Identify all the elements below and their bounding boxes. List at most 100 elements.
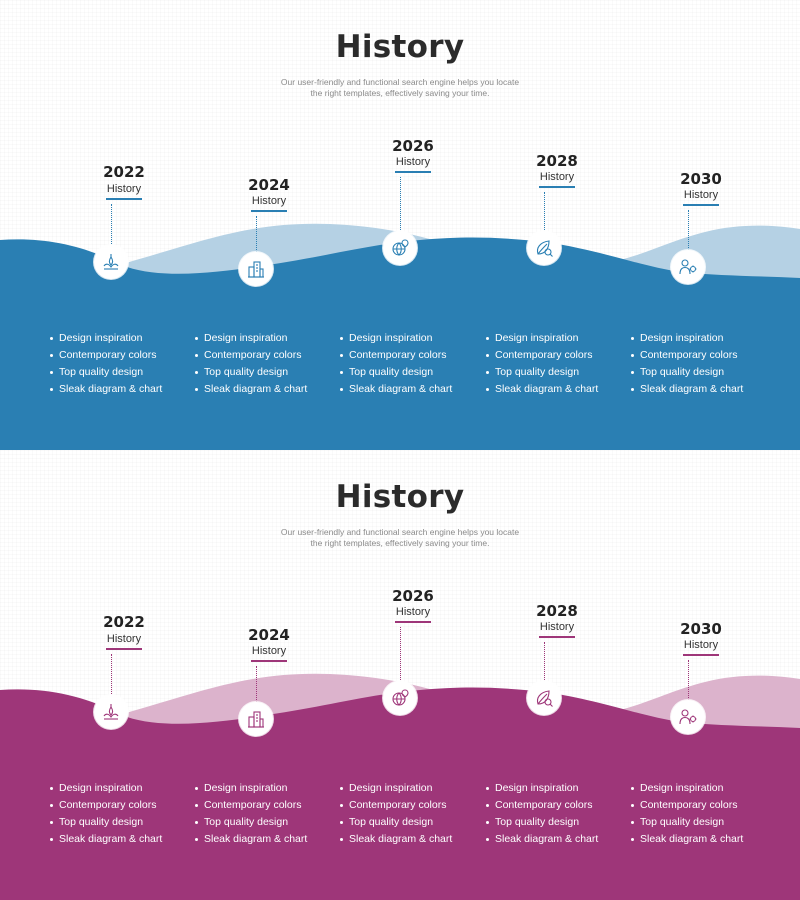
milestone-bullets: Design inspiration Contemporary colors T… xyxy=(50,330,180,398)
milestone-marker xyxy=(239,702,273,736)
milestone-bullets: Design inspiration Contemporary colors T… xyxy=(340,780,470,848)
milestone-year: 2030 xyxy=(680,170,722,188)
milestone-label: History xyxy=(106,633,142,645)
list-item: Top quality design xyxy=(195,364,325,381)
list-item: Contemporary colors xyxy=(631,347,761,364)
list-item: Top quality design xyxy=(486,814,616,831)
milestone-connector xyxy=(111,204,112,250)
milestone-connector xyxy=(256,216,257,262)
milestone-marker xyxy=(527,681,561,715)
list-item: Top quality design xyxy=(50,364,180,381)
milestone-underline xyxy=(539,186,575,188)
list-item: Design inspiration xyxy=(486,330,616,347)
milestone-label: History xyxy=(683,639,719,651)
list-item: Design inspiration xyxy=(50,330,180,347)
milestone-label: History xyxy=(683,189,719,201)
milestone-marker xyxy=(671,250,705,284)
slide-pink: History Our user-friendly and functional… xyxy=(0,450,800,900)
leaf-magnifier-icon xyxy=(536,690,553,707)
milestone-marker xyxy=(383,231,417,265)
buildings-icon xyxy=(248,711,264,728)
list-item: Top quality design xyxy=(195,814,325,831)
list-item: Contemporary colors xyxy=(340,797,470,814)
list-item: Sleak diagram & chart xyxy=(340,831,470,848)
milestone-label: History xyxy=(106,183,142,195)
milestone-connector xyxy=(688,660,689,702)
globe-pin-icon xyxy=(392,689,409,706)
lotus-candle-icon xyxy=(103,704,119,720)
milestone-bullets: Design inspiration Contemporary colors T… xyxy=(486,780,616,848)
list-item: Contemporary colors xyxy=(50,347,180,364)
list-item: Contemporary colors xyxy=(195,347,325,364)
milestone-connector xyxy=(400,627,401,682)
milestone-bullets: Design inspiration Contemporary colors T… xyxy=(486,330,616,398)
milestone-underline xyxy=(106,198,142,200)
page-title: History xyxy=(335,29,465,65)
list-item: Contemporary colors xyxy=(195,797,325,814)
milestone-bullets: Design inspiration Contemporary colors T… xyxy=(195,330,325,398)
milestone-marker xyxy=(94,695,128,729)
list-item: Sleak diagram & chart xyxy=(486,381,616,398)
list-item: Contemporary colors xyxy=(486,347,616,364)
list-item: Sleak diagram & chart xyxy=(631,381,761,398)
list-item: Design inspiration xyxy=(195,330,325,347)
list-item: Top quality design xyxy=(631,364,761,381)
list-item: Sleak diagram & chart xyxy=(340,381,470,398)
milestone-bullets: Design inspiration Contemporary colors T… xyxy=(340,330,470,398)
milestone-label: History xyxy=(539,171,575,183)
list-item: Top quality design xyxy=(50,814,180,831)
list-item: Sleak diagram & chart xyxy=(195,831,325,848)
milestone-year: 2028 xyxy=(536,152,578,170)
list-item: Design inspiration xyxy=(486,780,616,797)
milestone-underline xyxy=(251,210,287,212)
milestone-underline xyxy=(395,171,431,173)
milestone-marker xyxy=(94,245,128,279)
milestone-label: History xyxy=(251,645,287,657)
milestone-connector xyxy=(256,666,257,712)
milestone-year: 2026 xyxy=(392,137,434,155)
milestone-connector xyxy=(544,642,545,682)
list-item: Sleak diagram & chart xyxy=(195,381,325,398)
milestone-connector xyxy=(400,177,401,232)
milestone-year: 2030 xyxy=(680,620,722,638)
list-item: Top quality design xyxy=(340,364,470,381)
milestone-marker xyxy=(671,700,705,734)
milestone-connector xyxy=(544,192,545,232)
milestone-underline xyxy=(539,636,575,638)
milestone-connector xyxy=(111,654,112,700)
person-gear-icon xyxy=(679,709,697,725)
milestone-year: 2026 xyxy=(392,587,434,605)
list-item: Contemporary colors xyxy=(50,797,180,814)
list-item: Contemporary colors xyxy=(631,797,761,814)
list-item: Top quality design xyxy=(340,814,470,831)
milestone-underline xyxy=(106,648,142,650)
list-item: Top quality design xyxy=(631,814,761,831)
milestone-year: 2024 xyxy=(248,176,290,194)
list-item: Top quality design xyxy=(486,364,616,381)
milestone-bullets: Design inspiration Contemporary colors T… xyxy=(195,780,325,848)
list-item: Sleak diagram & chart xyxy=(50,381,180,398)
slide-blue: History Our user-friendly and functional… xyxy=(0,0,800,450)
milestone-label: History xyxy=(395,606,431,618)
list-item: Contemporary colors xyxy=(486,797,616,814)
milestone-marker xyxy=(239,252,273,286)
milestone-bullets: Design inspiration Contemporary colors T… xyxy=(631,330,761,398)
milestone-marker xyxy=(383,681,417,715)
milestone-bullets: Design inspiration Contemporary colors T… xyxy=(50,780,180,848)
globe-pin-icon xyxy=(392,239,409,256)
list-item: Sleak diagram & chart xyxy=(486,831,616,848)
milestone-underline xyxy=(251,660,287,662)
wave-main xyxy=(0,237,800,450)
list-item: Design inspiration xyxy=(50,780,180,797)
milestone-marker xyxy=(527,231,561,265)
page-title: History xyxy=(335,479,465,515)
list-item: Design inspiration xyxy=(631,330,761,347)
wave-main xyxy=(0,687,800,900)
milestone-label: History xyxy=(395,156,431,168)
milestone-label: History xyxy=(251,195,287,207)
page-subtitle: Our user-friendly and functional search … xyxy=(280,527,520,548)
milestone-year: 2028 xyxy=(536,602,578,620)
list-item: Design inspiration xyxy=(340,330,470,347)
milestone-label: History xyxy=(539,621,575,633)
milestone-underline xyxy=(683,204,719,206)
